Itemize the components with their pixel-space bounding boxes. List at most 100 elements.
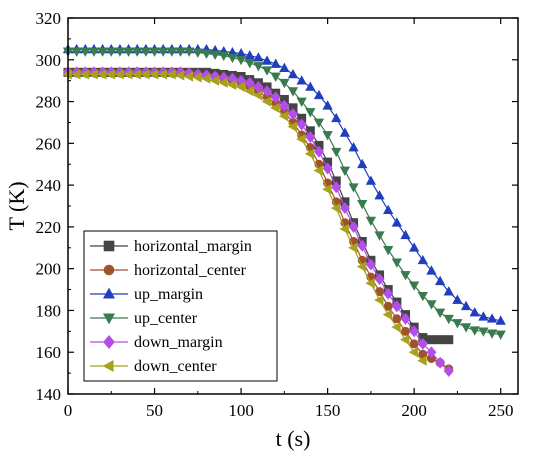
- data-point: [339, 127, 351, 137]
- data-point: [305, 131, 316, 143]
- data-point: [409, 339, 419, 349]
- y-tick-label: 240: [36, 176, 62, 195]
- data-point: [106, 47, 117, 57]
- data-point: [400, 334, 410, 345]
- data-point: [435, 356, 446, 369]
- data-point: [435, 335, 445, 345]
- data-point: [391, 300, 402, 313]
- data-point: [383, 287, 394, 300]
- data-point: [270, 58, 281, 68]
- data-point: [305, 81, 316, 91]
- data-point: [226, 79, 237, 90]
- legend-item-down-margin: down_margin: [90, 334, 223, 351]
- data-point: [469, 326, 480, 336]
- data-point: [132, 47, 143, 57]
- data-point: [261, 55, 273, 65]
- data-point: [322, 162, 333, 175]
- x-tick-label: 0: [64, 401, 73, 420]
- data-point: [365, 175, 377, 185]
- data-point: [409, 242, 420, 252]
- legend-marker: [102, 287, 116, 299]
- data-point: [391, 217, 402, 227]
- data-point: [244, 59, 255, 69]
- data-point: [400, 312, 411, 325]
- data-point: [339, 166, 351, 176]
- data-point: [348, 142, 359, 152]
- data-point: [140, 47, 152, 57]
- data-point: [434, 275, 446, 286]
- data-point: [313, 118, 325, 128]
- data-point: [71, 47, 82, 57]
- data-point: [426, 300, 437, 310]
- legend-box: [83, 230, 278, 382]
- data-point: [209, 75, 219, 86]
- data-point: [391, 322, 401, 333]
- data-point: [287, 121, 297, 132]
- legend: horizontal_margin horizontal_center up_mar…: [83, 230, 278, 382]
- y-tick-label: 180: [36, 301, 62, 320]
- data-point: [400, 271, 411, 281]
- data-point: [374, 231, 385, 241]
- data-point: [313, 89, 325, 100]
- legend-marker: [103, 240, 115, 252]
- data-point: [322, 100, 333, 110]
- data-point: [201, 49, 212, 59]
- data-point: [218, 51, 229, 62]
- legend-marker: [102, 359, 114, 373]
- data-point: [304, 148, 315, 159]
- data-point: [444, 335, 454, 345]
- x-tick-label: 250: [488, 401, 514, 420]
- data-point: [313, 145, 324, 158]
- data-point: [426, 346, 437, 359]
- data-point: [495, 330, 506, 340]
- legend-label: up_margin: [134, 286, 203, 303]
- data-point: [486, 329, 498, 339]
- legend-item-up-center: up_center: [90, 310, 198, 327]
- data-point: [426, 265, 437, 275]
- data-point: [443, 314, 454, 325]
- x-tick-label: 200: [401, 401, 427, 420]
- data-point: [201, 73, 211, 84]
- data-point: [262, 85, 273, 98]
- data-point: [149, 47, 160, 57]
- data-point: [123, 47, 134, 57]
- data-point: [287, 68, 299, 79]
- legend-label: up_center: [134, 310, 198, 327]
- data-point: [296, 75, 307, 85]
- data-point: [391, 258, 402, 268]
- data-point: [348, 242, 358, 253]
- y-tick-label: 200: [36, 260, 62, 279]
- data-point: [88, 47, 100, 57]
- data-point: [365, 278, 375, 289]
- x-tick-label: 50: [146, 401, 163, 420]
- tick-labels: 0 50 100 150 200 250 140 160 180 200 220 240 260 280 3…: [36, 9, 514, 420]
- series-layer: [62, 43, 506, 377]
- data-point: [495, 315, 506, 325]
- data-point: [400, 326, 410, 336]
- data-point: [270, 102, 280, 113]
- data-point: [166, 47, 177, 57]
- data-point: [97, 47, 108, 57]
- data-point: [392, 314, 402, 324]
- data-point: [270, 91, 281, 104]
- data-point: [434, 308, 446, 318]
- y-tick-label: 260: [36, 134, 62, 153]
- data-point: [279, 62, 290, 73]
- data-point: [339, 202, 350, 215]
- data-point: [365, 258, 376, 271]
- data-point: [114, 47, 126, 57]
- data-point: [175, 70, 185, 81]
- data-point: [460, 300, 472, 311]
- data-point: [184, 47, 195, 57]
- y-tick-label: 320: [36, 9, 62, 28]
- series-down-center: [62, 69, 427, 366]
- data-point: [261, 66, 273, 76]
- y-tick-label: 300: [36, 51, 62, 70]
- data-point: [443, 365, 454, 377]
- data-point: [374, 190, 385, 200]
- legend-label: horizontal_margin: [134, 238, 252, 255]
- data-point: [339, 223, 349, 235]
- legend-marker: [103, 264, 115, 276]
- data-point: [400, 229, 411, 240]
- legend-marker: [103, 335, 115, 349]
